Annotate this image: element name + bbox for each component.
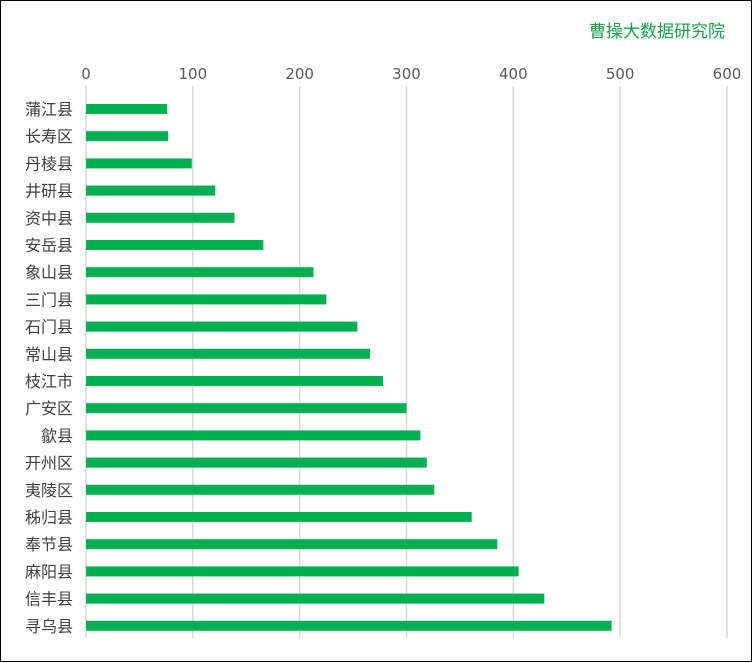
category-label: 象山县 xyxy=(25,263,73,282)
x-axis-ticks: 0 100 200 300 400 500 600 xyxy=(81,65,741,83)
bar xyxy=(86,104,168,114)
bar xyxy=(86,348,371,359)
category-label: 资中县 xyxy=(25,209,73,228)
category-label: 歙县 xyxy=(41,426,73,445)
bar xyxy=(86,620,612,631)
category-labels: 蒲江县长寿区丹棱县井研县资中县安岳县象山县三门县石门县常山县枝江市广安区歙县开州… xyxy=(25,100,73,636)
bar xyxy=(86,566,519,577)
category-label: 井研县 xyxy=(25,182,73,201)
bar xyxy=(86,131,169,142)
bar xyxy=(86,484,435,495)
category-label: 广安区 xyxy=(25,399,73,418)
category-label: 蒲江县 xyxy=(25,100,73,119)
bar xyxy=(86,403,407,414)
category-label: 麻阳县 xyxy=(25,562,73,581)
bar xyxy=(86,430,421,441)
category-label: 开州区 xyxy=(25,454,73,473)
category-label: 枝江市 xyxy=(25,372,73,391)
category-label: 长寿区 xyxy=(25,127,73,146)
category-label: 石门县 xyxy=(25,318,73,337)
gridlines xyxy=(85,86,728,638)
bar xyxy=(86,457,427,468)
bars xyxy=(86,104,612,631)
category-label: 安岳县 xyxy=(25,236,73,255)
bar xyxy=(86,185,216,196)
x-tick-label: 100 xyxy=(179,65,208,83)
bar xyxy=(86,267,314,278)
category-label: 三门县 xyxy=(25,290,73,309)
x-tick-label: 0 xyxy=(81,65,91,83)
category-label: 奉节县 xyxy=(25,535,73,554)
x-tick-label: 200 xyxy=(285,65,314,83)
category-label: 秭归县 xyxy=(25,508,73,527)
category-label: 夷陵区 xyxy=(25,481,73,500)
watermark-text: 曹操大数据研究院 xyxy=(589,22,725,42)
bar xyxy=(86,593,545,604)
category-label: 丹棱县 xyxy=(25,154,73,173)
bar xyxy=(86,158,192,169)
bar xyxy=(86,512,472,522)
x-tick-label: 400 xyxy=(499,65,528,83)
bar xyxy=(86,376,383,386)
bar xyxy=(86,539,498,550)
bar xyxy=(86,240,264,250)
category-label: 信丰县 xyxy=(25,590,73,609)
x-tick-label: 500 xyxy=(606,65,635,83)
category-label: 常山县 xyxy=(25,345,73,364)
bar xyxy=(86,321,358,332)
bar xyxy=(86,212,235,223)
x-tick-label: 600 xyxy=(713,65,742,83)
category-label: 寻乌县 xyxy=(25,617,73,636)
bar xyxy=(86,294,327,305)
x-tick-label: 300 xyxy=(392,65,421,83)
